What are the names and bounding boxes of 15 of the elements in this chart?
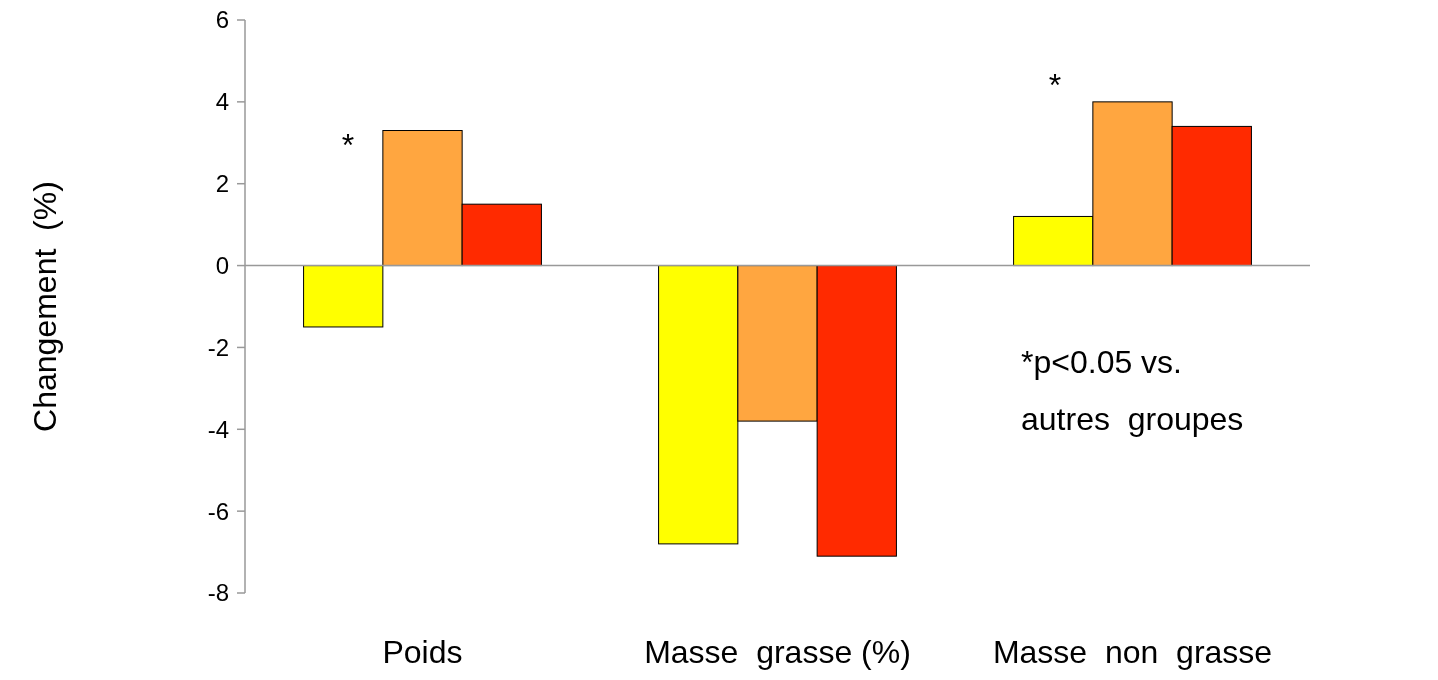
y-tick-label: 4 bbox=[215, 88, 229, 116]
y-axis-title: Changement (%) bbox=[27, 181, 63, 432]
y-tick-label: 2 bbox=[215, 170, 229, 198]
x-tick-label: Masse grasse (%) bbox=[644, 634, 911, 670]
y-tick-label: 6 bbox=[215, 6, 229, 34]
y-tick-label: -6 bbox=[207, 497, 229, 525]
y-tick-label: -2 bbox=[207, 333, 229, 361]
annotation: * bbox=[1048, 67, 1062, 103]
y-tick-label: -4 bbox=[207, 415, 229, 443]
annotation: * bbox=[341, 127, 355, 163]
annotation: *p<0.05 vs. autres groupes bbox=[1021, 344, 1244, 437]
x-tick-label: Masse non grasse bbox=[992, 634, 1273, 670]
y-tick-label: -8 bbox=[207, 579, 229, 607]
x-tick-label: Poids bbox=[382, 634, 463, 670]
y-tick-label: 0 bbox=[215, 251, 229, 279]
